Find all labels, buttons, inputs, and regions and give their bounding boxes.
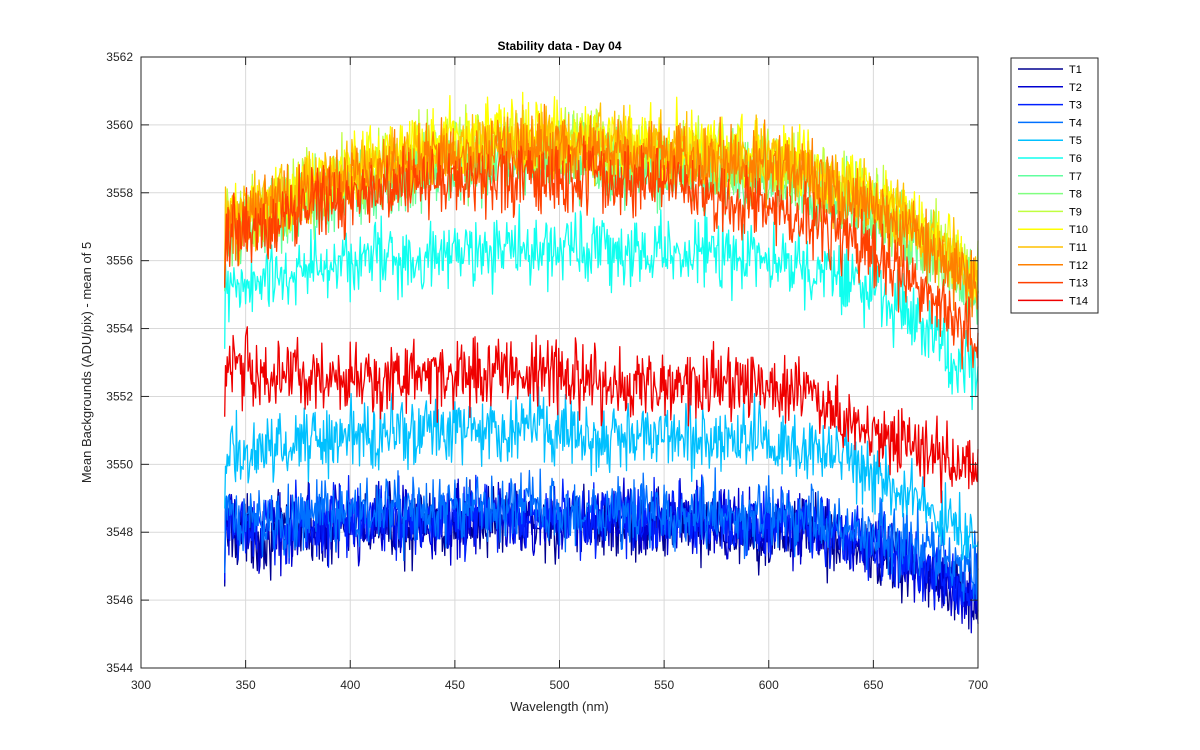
series-line-t2	[224, 477, 979, 634]
legend-label-t5: T5	[1069, 135, 1082, 147]
y-tick-label: 3560	[106, 118, 133, 132]
y-tick-label: 3546	[106, 593, 133, 607]
legend-label-t8: T8	[1069, 189, 1082, 201]
y-tick-label: 3552	[106, 389, 133, 403]
legend-label-t1: T1	[1069, 64, 1082, 76]
legend-label-t2: T2	[1069, 82, 1082, 94]
legend-box	[1010, 57, 1099, 314]
y-tick-label: 3548	[106, 525, 133, 539]
y-tick-label: 3558	[106, 186, 133, 200]
x-tick-label: 300	[131, 678, 151, 692]
legend-label-t11: T11	[1069, 242, 1087, 254]
axis-ticks: 300 350 400 450 500 550 600 650 700 3544 3546 3548 3…	[106, 50, 988, 692]
legend-label-t13: T13	[1069, 278, 1088, 290]
series-line-t13	[224, 135, 979, 370]
legend-label-t3: T3	[1069, 100, 1082, 112]
legend-label-t10: T10	[1069, 224, 1088, 236]
x-tick-label: 350	[236, 678, 256, 692]
x-tick-label: 550	[654, 678, 674, 692]
y-tick-label: 3554	[106, 322, 133, 336]
legend-label-t4: T4	[1069, 117, 1082, 129]
x-tick-label: 650	[863, 678, 883, 692]
legend-label-t7: T7	[1069, 171, 1082, 183]
y-tick-label: 3562	[106, 50, 133, 64]
y-tick-label: 3544	[106, 661, 133, 675]
x-axis-label: Wavelength (nm)	[510, 699, 609, 714]
y-axis-label: Mean Backgrounds (ADU/pix) - mean of 5	[79, 242, 94, 483]
series-line-t14	[224, 326, 979, 504]
legend-label-t6: T6	[1069, 153, 1082, 165]
x-tick-label: 400	[340, 678, 360, 692]
legend-label-t14: T14	[1069, 295, 1088, 307]
y-tick-label: 3550	[106, 457, 133, 471]
series-lines	[224, 91, 979, 634]
x-tick-label: 600	[759, 678, 779, 692]
legend-label-t12: T12	[1069, 260, 1088, 272]
y-tick-label: 3556	[106, 254, 133, 268]
legend: T1 T2 T3 T4 T5 T6 T7 T8 T9 T10 T11 T12 T13 T14	[1010, 57, 1099, 314]
chart-title: Stability data - Day 04	[497, 39, 621, 53]
x-tick-label: 450	[445, 678, 465, 692]
series-line-t5	[224, 386, 979, 561]
x-tick-label: 700	[968, 678, 988, 692]
series-line-t6	[224, 203, 979, 411]
legend-label-t9: T9	[1069, 206, 1082, 218]
series-line-t4	[224, 467, 979, 602]
x-tick-label: 500	[549, 678, 569, 692]
